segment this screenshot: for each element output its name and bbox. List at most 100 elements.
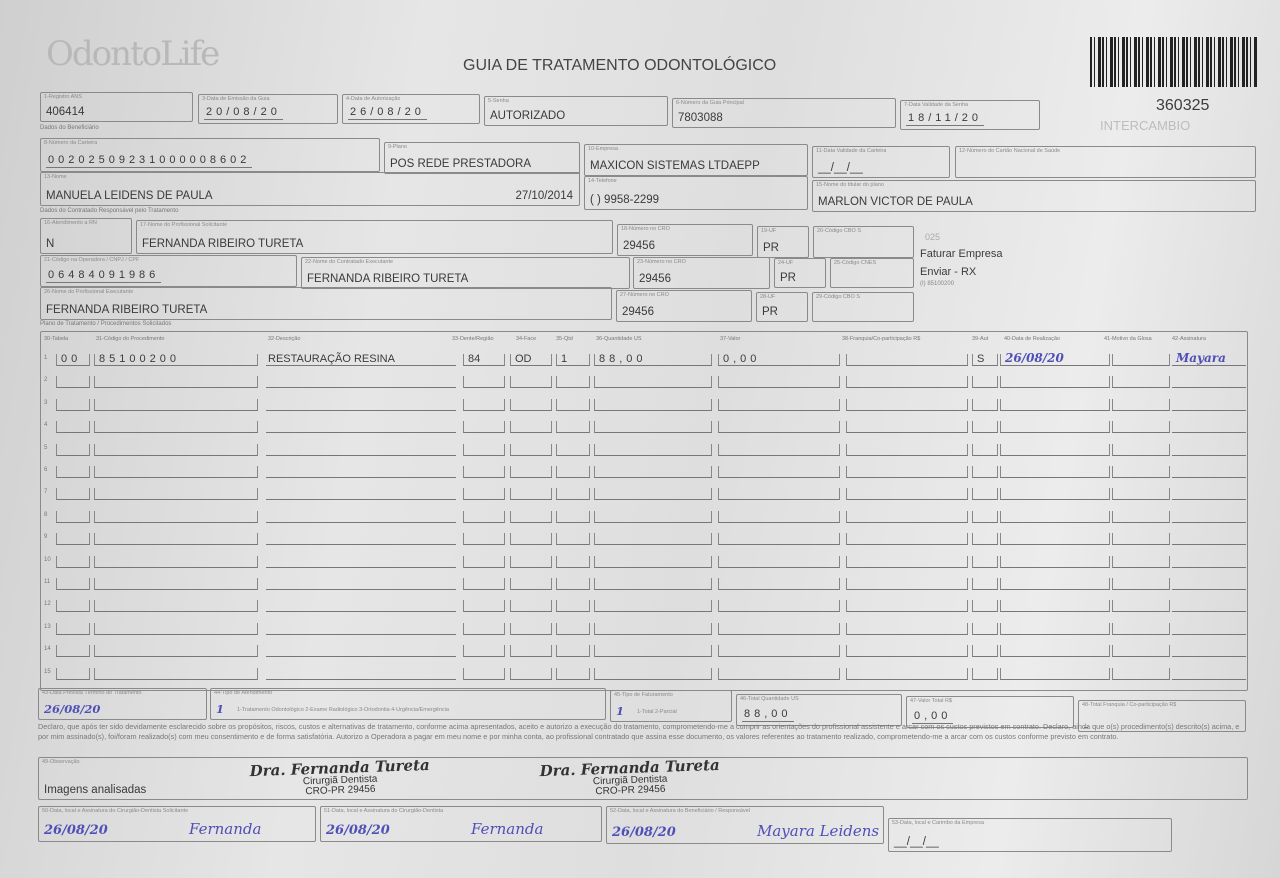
cell-qtd[interactable]: 1 [556, 353, 590, 366]
field-f18[interactable]: 18-Número no CRO 29456 [617, 224, 753, 256]
field-f27[interactable]: 27-Número no CRO 29456 [616, 290, 752, 322]
cell-franquia[interactable] [846, 667, 968, 680]
cell-descricao[interactable] [266, 623, 456, 635]
cell-valor[interactable] [718, 421, 840, 434]
cell-motivo[interactable] [1112, 421, 1170, 434]
field-f46[interactable]: 46-Total Quantidade US 88,00 [736, 694, 902, 726]
cell-qtd[interactable] [556, 667, 590, 680]
cell-dente[interactable] [463, 510, 505, 523]
cell-tabela[interactable] [56, 466, 90, 478]
cell-descricao[interactable] [266, 488, 456, 501]
field-f19[interactable]: 19-UF PR [757, 226, 809, 258]
cell-dente[interactable] [463, 645, 505, 658]
cell-motivo[interactable] [1112, 443, 1170, 456]
cell-face[interactable] [510, 466, 552, 478]
cell-qtd[interactable] [556, 398, 590, 411]
cell-tabela[interactable] [56, 555, 90, 568]
cell-assinatura[interactable] [1172, 623, 1246, 635]
cell-data[interactable] [1000, 622, 1110, 635]
cell-valor[interactable] [718, 578, 840, 590]
cell-qtd[interactable] [556, 466, 590, 478]
cell-franquia[interactable] [846, 533, 968, 546]
field-f12[interactable]: 12-Número do Cartão Nacional de Saúde [955, 146, 1256, 178]
cell-codigo[interactable] [94, 421, 258, 434]
cell-franquia[interactable] [846, 354, 968, 366]
cell-valor[interactable] [718, 533, 840, 546]
cell-qtd_us[interactable] [594, 488, 712, 501]
cell-franquia[interactable] [846, 578, 968, 590]
cell-data[interactable] [1000, 421, 1110, 434]
cell-descricao[interactable] [266, 466, 456, 478]
cell-aut[interactable] [972, 578, 998, 590]
field-f24[interactable]: 24-UF PR [774, 258, 826, 288]
cell-motivo[interactable] [1112, 667, 1170, 680]
cell-franquia[interactable] [846, 622, 968, 635]
cell-dente[interactable] [463, 421, 505, 434]
cell-face[interactable] [510, 600, 552, 613]
cell-codigo[interactable] [94, 578, 258, 590]
cell-dente[interactable] [463, 488, 505, 501]
cell-aut[interactable]: S [972, 353, 998, 366]
cell-data[interactable] [1000, 443, 1110, 456]
cell-dente[interactable] [463, 622, 505, 635]
cell-codigo[interactable] [94, 555, 258, 568]
cell-tabela[interactable] [56, 645, 90, 658]
cell-qtd_us[interactable] [594, 533, 712, 546]
field-f10[interactable]: 10-Empresa MAXICON SISTEMAS LTDAEPP [584, 144, 808, 176]
cell-assinatura[interactable] [1172, 399, 1246, 411]
cell-face[interactable] [510, 443, 552, 456]
field-f43[interactable]: 43-Data Prevista Término do Tratamento 26… [38, 688, 207, 720]
cell-aut[interactable] [972, 376, 998, 389]
cell-qtd[interactable] [556, 622, 590, 635]
cell-data[interactable] [1000, 578, 1110, 590]
cell-face[interactable] [510, 555, 552, 568]
cell-descricao[interactable] [266, 668, 456, 680]
cell-qtd_us[interactable] [594, 600, 712, 613]
cell-aut[interactable] [972, 510, 998, 523]
cell-codigo[interactable] [94, 600, 258, 613]
cell-descricao[interactable] [266, 556, 456, 568]
cell-aut[interactable] [972, 645, 998, 658]
cell-face[interactable] [510, 510, 552, 523]
cell-qtd[interactable] [556, 443, 590, 456]
cell-dente[interactable] [463, 533, 505, 546]
cell-assinatura[interactable] [1172, 668, 1246, 680]
cell-motivo[interactable] [1112, 645, 1170, 658]
cell-face[interactable] [510, 376, 552, 389]
cell-face[interactable] [510, 667, 552, 680]
cell-qtd_us[interactable] [594, 578, 712, 590]
cell-franquia[interactable] [846, 466, 968, 478]
cell-aut[interactable] [972, 600, 998, 613]
cell-aut[interactable] [972, 466, 998, 478]
cell-valor[interactable] [718, 555, 840, 568]
cell-motivo[interactable] [1112, 510, 1170, 523]
cell-codigo[interactable] [94, 622, 258, 635]
cell-descricao[interactable] [266, 511, 456, 523]
cell-assinatura[interactable] [1172, 466, 1246, 478]
cell-data[interactable] [1000, 376, 1110, 389]
field-f49[interactable]: 49-Observação Imagens analisadas [38, 757, 1248, 800]
cell-dente[interactable] [463, 466, 505, 478]
field-f20[interactable]: 20-Código CBO S [813, 226, 914, 258]
field-f53[interactable]: 53-Data, local e Carimbo da Empresa __/__… [888, 818, 1172, 852]
cell-data[interactable] [1000, 645, 1110, 658]
cell-data[interactable] [1000, 533, 1110, 546]
cell-data[interactable] [1000, 600, 1110, 613]
cell-codigo[interactable] [94, 466, 258, 478]
field-f1[interactable]: 1-Registro ANS 406414 [40, 92, 193, 122]
cell-qtd_us[interactable] [594, 555, 712, 568]
cell-qtd_us[interactable] [594, 443, 712, 456]
cell-qtd_us[interactable] [594, 376, 712, 389]
cell-valor[interactable] [718, 600, 840, 613]
cell-motivo[interactable] [1112, 354, 1170, 366]
cell-assinatura[interactable] [1172, 421, 1246, 434]
cell-qtd_us[interactable]: 88,00 [594, 353, 712, 366]
cell-codigo[interactable] [94, 645, 258, 658]
field-f22[interactable]: 22-Nome do Contratado Executante FERNANDA… [301, 257, 630, 289]
cell-qtd_us[interactable] [594, 421, 712, 434]
cell-franquia[interactable] [846, 600, 968, 613]
cell-data[interactable] [1000, 510, 1110, 523]
cell-aut[interactable] [972, 398, 998, 411]
cell-franquia[interactable] [846, 555, 968, 568]
cell-face[interactable] [510, 421, 552, 434]
